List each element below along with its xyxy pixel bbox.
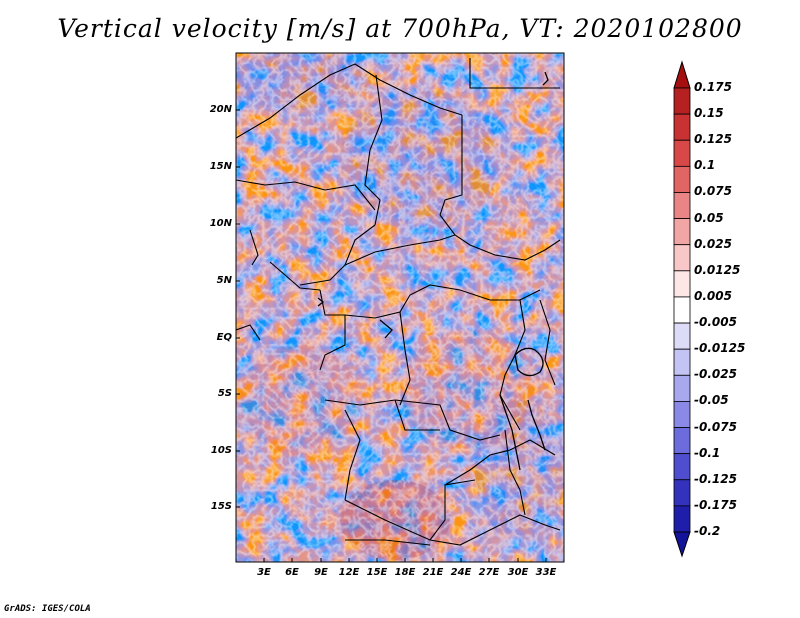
credit-text: GrADS: IGES/COLA <box>4 604 91 614</box>
colorbar-label: -0.2 <box>694 524 721 538</box>
lon-ticks <box>263 558 547 562</box>
lon-label: 18E <box>394 567 416 578</box>
lat-label: 20N <box>209 104 232 115</box>
lon-label: 33E <box>535 567 557 578</box>
colorbar-label: 0.15 <box>694 106 724 121</box>
lon-label: 6E <box>285 567 299 578</box>
lon-label: 9E <box>314 567 328 578</box>
colorbar-label: 0.175 <box>694 80 732 94</box>
lat-label: EQ <box>216 332 232 343</box>
colorbar-segment <box>673 270 691 298</box>
lon-label: 12E <box>338 567 360 578</box>
colorbar-segment <box>673 244 691 272</box>
country-borders <box>236 58 561 546</box>
colorbar-label: 0.0125 <box>694 262 741 277</box>
lat-label: 10N <box>209 218 232 229</box>
colorbar-segment <box>673 401 691 428</box>
map-frame <box>235 52 565 563</box>
colorbar-label: -0.0125 <box>694 341 746 356</box>
colorbar-label: -0.05 <box>694 393 729 408</box>
colorbar-label: -0.1 <box>694 445 721 460</box>
lon-label: 30E <box>507 567 529 578</box>
colorbar-segment <box>673 218 691 246</box>
colorbar-segment <box>673 87 691 115</box>
lat-ticks <box>236 109 240 508</box>
colorbar-label: -0.175 <box>694 497 737 512</box>
colorbar-segment <box>673 113 691 141</box>
lat-label: 5N <box>216 275 232 286</box>
lon-label: 24E <box>450 567 472 578</box>
lon-label: 3E <box>257 567 271 578</box>
colorbar-label: -0.075 <box>694 419 737 434</box>
colorbar-segment <box>673 505 691 533</box>
colorbar-label: -0.005 <box>694 315 737 330</box>
colorbar-label: 0.125 <box>694 132 732 147</box>
colorbar-segment <box>673 192 691 219</box>
colorbar-label: -0.125 <box>694 471 737 486</box>
colorbar-segment <box>673 427 691 455</box>
colorbar-segment <box>673 139 691 167</box>
lon-label: 15E <box>366 567 388 578</box>
colorbar-label: 0.025 <box>694 236 732 251</box>
colorbar-cap-top <box>673 60 691 89</box>
colorbar-segment <box>673 296 691 324</box>
colorbar-segment <box>673 165 691 193</box>
lat-label: 15N <box>209 161 232 172</box>
colorbar-segment <box>673 348 691 376</box>
colorbar <box>673 60 691 558</box>
lat-label: 10S <box>210 445 232 456</box>
lon-label: 21E <box>422 567 444 578</box>
colorbar-label: -0.025 <box>694 367 737 382</box>
colorbar-label: 0.075 <box>694 184 732 199</box>
colorbar-segment <box>673 322 691 350</box>
colorbar-label: 0.1 <box>694 158 716 173</box>
colorbar-cap-bottom <box>673 531 691 558</box>
colorbar-segment <box>673 374 691 402</box>
lat-label: 5S <box>217 388 232 399</box>
map-panel <box>236 53 564 562</box>
colorbar-label: 0.005 <box>694 288 732 303</box>
colorbar-segment <box>673 453 691 481</box>
colorbar-segment <box>673 479 691 507</box>
colorbar-label: 0.05 <box>694 210 724 225</box>
lon-label: 27E <box>478 567 500 578</box>
lat-label: 15S <box>210 501 232 512</box>
lakes-coast-details <box>317 71 549 471</box>
map-title: Vertical velocity [m/s] at 700hPa, VT: 2… <box>57 14 743 43</box>
